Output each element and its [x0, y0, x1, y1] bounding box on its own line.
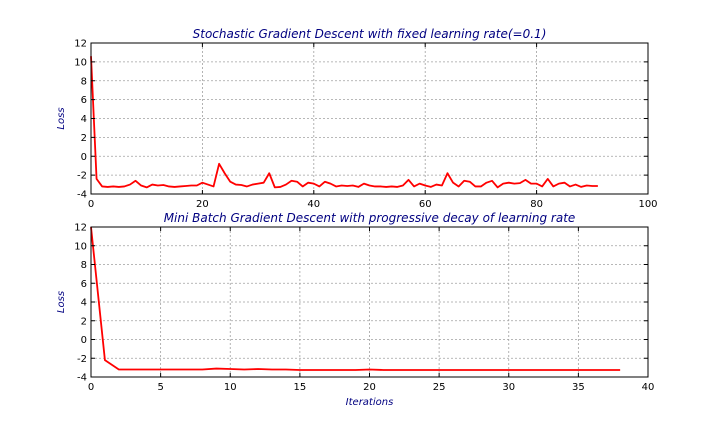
y-tick-label-5: 6: [81, 95, 87, 106]
series-line-0: [90, 56, 598, 189]
x-tick-label-3: 60: [419, 199, 432, 210]
y-tick-label-7: 10: [74, 241, 87, 252]
x-tick-label-0: 0: [88, 382, 94, 393]
x-tick-label-1: 20: [196, 199, 209, 210]
chart-sgd: 0 20 40 60 80 100 -4 -2 0 2 4 6 8 10 12 Stochastic Grad…: [56, 27, 658, 210]
y-axis-label: Loss: [56, 291, 67, 313]
x-tick-label-5: 100: [638, 199, 657, 210]
x-tick-label-4: 20: [363, 382, 376, 393]
y-tick-label-6: 8: [81, 76, 87, 87]
y-tick-label-4: 4: [81, 298, 87, 309]
x-tick-label-2: 40: [307, 199, 320, 210]
x-tick-label-7: 35: [572, 382, 585, 393]
chart-title: Mini Batch Gradient Descent with progres…: [164, 211, 576, 225]
y-tick-label-8: 12: [74, 39, 87, 50]
chart-minibatch: 0 5 10 15 20 25 30 35 40 -4 -2 0 2 4 6 8 10 12 Mini Batch …: [56, 211, 654, 408]
x-tick-label-2: 10: [224, 382, 237, 393]
x-tick-label-0: 0: [88, 199, 94, 210]
x-tick-label-4: 80: [530, 199, 543, 210]
y-tick-label-3: 2: [81, 133, 87, 144]
y-tick-label-3: 2: [81, 316, 87, 327]
x-axis-label: Iterations: [346, 397, 394, 408]
y-tick-label-8: 12: [74, 223, 87, 234]
y-tick-label-5: 6: [81, 279, 87, 290]
y-tick-label-0: -4: [77, 373, 87, 384]
y-tick-label-2: 0: [81, 335, 87, 346]
x-tick-label-8: 40: [642, 382, 655, 393]
chart-title: Stochastic Gradient Descent with fixed l…: [193, 27, 547, 41]
x-tick-label-6: 30: [502, 382, 515, 393]
x-tick-label-1: 5: [157, 382, 163, 393]
y-tick-label-2: 0: [81, 152, 87, 163]
y-tick-label-1: -2: [77, 171, 87, 182]
series-line-0: [90, 226, 621, 371]
y-tick-label-0: -4: [77, 190, 87, 201]
y-tick-label-4: 4: [81, 114, 87, 125]
y-tick-label-6: 8: [81, 260, 87, 271]
y-tick-label-7: 10: [74, 57, 87, 68]
y-axis-label: Loss: [56, 107, 67, 129]
y-tick-label-1: -2: [77, 354, 87, 365]
x-tick-label-3: 15: [294, 382, 307, 393]
x-tick-label-5: 25: [433, 382, 446, 393]
